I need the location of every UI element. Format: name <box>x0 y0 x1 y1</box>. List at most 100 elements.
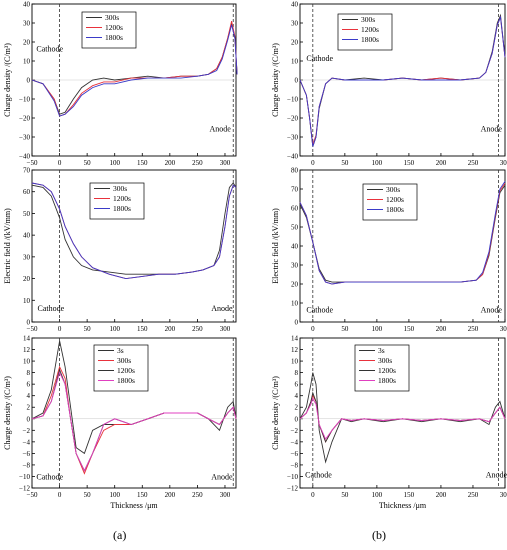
x-tick-label: 300 <box>500 325 507 333</box>
x-tick-label: 0 <box>311 491 315 499</box>
annotation-anode: Anode <box>211 304 233 313</box>
y-tick-label: 8 <box>27 369 31 377</box>
y-tick-label: 20 <box>23 275 31 283</box>
legend-label: 300s <box>361 15 375 24</box>
chart-panel-b2: 0 50 100 150 200 250 300 0 10 20 30 40 50 60 70 80 Elect… <box>271 167 507 334</box>
y-tick-label: 10 <box>23 358 31 366</box>
x-tick-label: 200 <box>436 325 447 333</box>
x-tick-label: 50 <box>84 159 92 167</box>
x-axis-label: Thickness /μm <box>379 501 427 510</box>
x-axis-label: Thickness /μm <box>110 501 158 510</box>
subfigure-label-b: (b) <box>372 528 386 542</box>
legend-label: 1800s <box>117 376 135 385</box>
y-tick-label: 12 <box>23 346 31 354</box>
legend-box <box>93 344 149 392</box>
series-line-1800s <box>299 397 506 440</box>
x-tick-label: 300 <box>220 325 231 333</box>
y-tick-label: 0 <box>27 415 31 423</box>
x-tick-label: 200 <box>436 491 447 499</box>
x-tick-label: 0 <box>58 325 62 333</box>
y-axis-label: Charge density /(C/m³) <box>3 376 12 450</box>
x-tick-label: 200 <box>165 159 176 167</box>
y-tick-label: 0 <box>295 77 299 85</box>
y-tick-label: 20 <box>291 281 299 289</box>
annotation-anode: Anode <box>211 472 233 481</box>
x-tick-label: 150 <box>137 159 148 167</box>
y-tick-label: 0 <box>27 319 31 327</box>
series-line-1200s <box>299 391 506 443</box>
y-tick-label: 40 <box>291 1 299 9</box>
series-line-300s <box>299 13 506 147</box>
legend-label: 3s <box>117 346 124 355</box>
y-tick-label: 6 <box>295 381 299 389</box>
y-tick-label: 40 <box>23 232 31 240</box>
y-tick-label: −12 <box>287 485 298 493</box>
x-tick-label: 50 <box>341 491 349 499</box>
y-tick-label: 30 <box>291 20 299 28</box>
x-tick-label: 250 <box>192 159 203 167</box>
x-tick-label: 50 <box>84 325 92 333</box>
y-tick-label: 30 <box>291 262 299 270</box>
plot-frame <box>299 337 506 489</box>
plot-frame <box>31 337 237 489</box>
series-line-1800s <box>299 181 506 285</box>
legend-label: 1800s <box>361 35 379 44</box>
y-axis-label: Charge density /(C/m³) <box>271 376 280 450</box>
y-tick-label: 0 <box>27 77 31 85</box>
annotation-cathode: Cathode <box>306 306 333 315</box>
legend-label: 1800s <box>386 205 404 214</box>
x-tick-label: 100 <box>372 159 383 167</box>
legend-box <box>354 344 410 392</box>
x-tick-label: −50 <box>27 491 38 499</box>
x-tick-label: 250 <box>192 325 203 333</box>
x-tick-label: 100 <box>109 159 120 167</box>
x-tick-label: 150 <box>137 491 148 499</box>
annotation-anode: Anode <box>486 471 507 480</box>
x-tick-label: 300 <box>220 159 231 167</box>
y-tick-label: 60 <box>23 188 31 196</box>
series-line-300s <box>31 182 237 275</box>
annotation-cathode: Cathode <box>305 471 332 480</box>
x-tick-label: 200 <box>165 325 176 333</box>
x-tick-label: 150 <box>404 325 415 333</box>
y-tick-label: 10 <box>23 297 31 305</box>
x-tick-label: 100 <box>372 325 383 333</box>
annotation-anode: Anode <box>210 124 232 133</box>
x-tick-label: 250 <box>468 159 479 167</box>
y-tick-label: −12 <box>19 485 30 493</box>
chart-panel-b3: 0 50 100 150 200 250 300 −12 −10 −8 −6 −4 −2 0 2 4 6 8 10 1… <box>271 335 507 511</box>
y-tick-label: 4 <box>27 392 31 400</box>
x-tick-label: 50 <box>84 491 92 499</box>
y-tick-label: 4 <box>295 392 299 400</box>
x-tick-label: 250 <box>192 491 203 499</box>
x-tick-label: −50 <box>27 159 38 167</box>
y-tick-label: 40 <box>291 243 299 251</box>
legend-label: 3s <box>378 346 385 355</box>
legend-label: 1200s <box>361 25 379 34</box>
y-tick-label: 10 <box>291 58 299 66</box>
y-tick-label: −2 <box>23 427 31 435</box>
x-tick-label: 300 <box>500 491 507 499</box>
y-tick-label: 50 <box>23 210 31 218</box>
chart-panel-a1: −50 0 50 100 150 200 250 300 −40 −30 −20 −10 0 10 20 30… <box>3 1 238 167</box>
y-tick-label: −10 <box>287 473 298 481</box>
series-line-1800s <box>299 15 506 147</box>
x-tick-label: 0 <box>311 159 315 167</box>
y-tick-label: 0 <box>295 415 299 423</box>
annotation-cathode: Cathode <box>306 54 333 63</box>
annotation-cathode: Cathode <box>36 472 63 481</box>
y-tick-label: 10 <box>291 300 299 308</box>
legend-label: 1200s <box>117 366 135 375</box>
x-tick-label: 100 <box>109 491 120 499</box>
y-tick-label: 14 <box>291 335 299 343</box>
y-tick-label: −30 <box>19 134 30 142</box>
x-tick-label: 250 <box>468 325 479 333</box>
x-tick-label: 200 <box>436 159 447 167</box>
y-tick-label: −10 <box>19 96 30 104</box>
y-axis-label: Charge density /(C/m³) <box>271 43 280 117</box>
legend-label: 1200s <box>386 195 404 204</box>
